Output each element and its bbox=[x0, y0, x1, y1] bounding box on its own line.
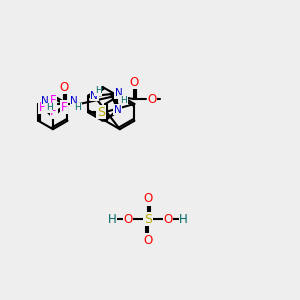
Text: N: N bbox=[41, 96, 49, 106]
Text: N: N bbox=[115, 88, 123, 98]
Text: N: N bbox=[114, 104, 122, 115]
Text: O: O bbox=[148, 93, 157, 106]
Text: F: F bbox=[39, 101, 45, 114]
Text: F: F bbox=[61, 101, 67, 114]
Text: F: F bbox=[50, 105, 57, 119]
Text: O: O bbox=[59, 81, 69, 94]
Text: H: H bbox=[75, 103, 81, 112]
Text: S: S bbox=[144, 213, 152, 226]
Text: O: O bbox=[163, 213, 172, 226]
Text: O: O bbox=[129, 76, 138, 89]
Text: S: S bbox=[97, 106, 105, 119]
Text: H: H bbox=[120, 96, 127, 105]
Text: O: O bbox=[124, 213, 133, 226]
Text: N: N bbox=[70, 96, 78, 106]
Text: H: H bbox=[95, 86, 101, 95]
Text: F: F bbox=[50, 94, 56, 107]
Text: N: N bbox=[90, 91, 98, 101]
Text: H: H bbox=[108, 213, 117, 226]
Text: O: O bbox=[143, 192, 153, 205]
Text: O: O bbox=[143, 234, 153, 247]
Text: H: H bbox=[179, 213, 188, 226]
Text: H: H bbox=[46, 103, 52, 112]
